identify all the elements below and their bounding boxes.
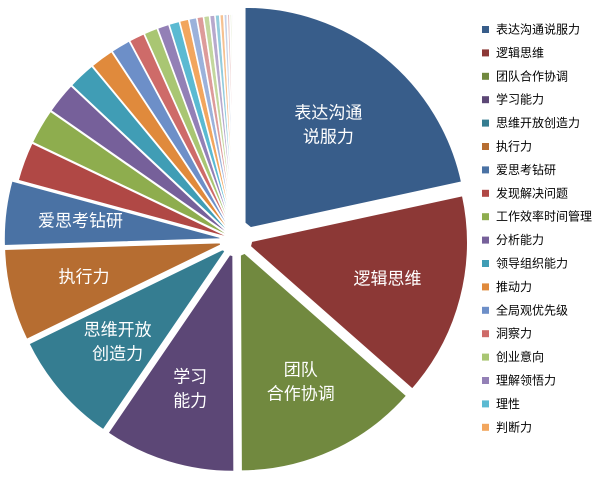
- legend-label: 思维开放创造力: [496, 115, 580, 130]
- pie-slice-group: [107, 253, 235, 473]
- legend-label: 判断力: [496, 419, 532, 434]
- legend-item: 工作效率时间管理: [482, 209, 592, 224]
- legend-label: 表达沟通说服力: [496, 22, 580, 37]
- legend-swatch: [482, 423, 489, 431]
- legend-item: 理解领悟力: [482, 373, 556, 388]
- legend-label: 理解领悟力: [496, 373, 556, 388]
- legend-swatch: [482, 72, 489, 80]
- pie-slice-label: 能力: [173, 392, 207, 412]
- pie-slice: [3, 180, 222, 247]
- legend-label: 推动力: [496, 280, 532, 294]
- legend-label: 分析能力: [496, 233, 544, 247]
- pie-slice-label: 思维开放: [84, 320, 152, 340]
- pie-slice-group: [234, 13, 237, 231]
- legend-item: 学习能力: [482, 92, 544, 107]
- legend-label: 领导组织能力: [496, 257, 568, 271]
- legend-swatch: [482, 119, 489, 127]
- legend-swatch: [482, 353, 489, 361]
- pie-slice-label: 说服力: [303, 127, 354, 147]
- pie-slice-label: 爱思考钻研: [38, 212, 123, 232]
- legend-item: 判断力: [482, 419, 532, 434]
- legend-swatch: [482, 143, 489, 150]
- legend-label: 学习能力: [496, 92, 544, 107]
- legend-item: 爱思考钻研: [482, 162, 556, 177]
- legend-item: 发现解决问题: [482, 185, 568, 200]
- legend-swatch: [482, 26, 489, 33]
- pie-slice: [3, 241, 222, 341]
- legend-swatch: [482, 49, 489, 57]
- legend-swatch: [482, 306, 489, 314]
- legend-swatch: [482, 283, 489, 291]
- legend-swatch: [482, 236, 489, 244]
- pie-slice-group: [3, 241, 222, 341]
- legend-swatch: [482, 377, 489, 384]
- pie-slice-group: [3, 180, 222, 247]
- legend-label: 创业意向: [496, 349, 544, 364]
- legend-item: 团队合作协调: [482, 68, 568, 83]
- legend-label: 全局观优先级: [496, 302, 568, 317]
- pie-slice: [107, 253, 235, 473]
- chart-legend: 表达沟通说服力逻辑思维团队合作协调学习能力思维开放创造力执行力爱思考钻研发现解决…: [482, 22, 592, 434]
- pie-slice-group: [239, 252, 408, 472]
- legend-swatch: [482, 189, 489, 197]
- pie-slice-group: [249, 194, 469, 390]
- legend-item: 思维开放创造力: [482, 115, 580, 130]
- legend-label: 爱思考钻研: [496, 162, 556, 177]
- legend-item: 领导组织能力: [482, 257, 568, 271]
- legend-swatch: [482, 400, 489, 408]
- pie-slice-label: 逻辑思维: [354, 269, 422, 289]
- legend-item: 创业意向: [482, 349, 544, 364]
- legend-item: 表达沟通说服力: [482, 22, 580, 37]
- legend-swatch: [482, 96, 489, 104]
- pie-slice: [239, 252, 408, 472]
- pie-slice: [244, 6, 463, 229]
- pie-slices: [3, 6, 469, 473]
- legend-item: 执行力: [482, 140, 532, 154]
- legend-label: 团队合作协调: [496, 68, 568, 83]
- pie-slice-label: 团队: [284, 361, 318, 381]
- pie-slice: [28, 248, 226, 431]
- legend-label: 逻辑思维: [496, 46, 544, 60]
- legend-item: 理性: [482, 397, 520, 411]
- legend-item: 推动力: [482, 280, 532, 294]
- pie-slice-group: [28, 248, 226, 431]
- legend-item: 洞察力: [482, 327, 532, 341]
- legend-label: 理性: [496, 397, 520, 411]
- legend-label: 工作效率时间管理: [496, 209, 592, 224]
- legend-swatch: [482, 166, 489, 174]
- pie-slice-label: 学习: [173, 368, 207, 388]
- legend-label: 执行力: [496, 140, 532, 154]
- pie-slice-label: 创造力: [92, 344, 143, 364]
- legend-item: 全局观优先级: [482, 302, 568, 317]
- pie-slice-label: 合作协调: [267, 385, 335, 405]
- legend-label: 发现解决问题: [496, 185, 568, 200]
- pie-slice: [234, 13, 237, 231]
- legend-swatch: [482, 330, 489, 338]
- legend-swatch: [482, 260, 489, 267]
- pie-slice-label: 表达沟通: [294, 103, 362, 123]
- pie-slice: [249, 194, 469, 390]
- legend-item: 分析能力: [482, 233, 544, 247]
- legend-swatch: [482, 213, 489, 221]
- pie-slice-label: 执行力: [59, 268, 110, 288]
- legend-item: 逻辑思维: [482, 46, 544, 60]
- legend-label: 洞察力: [496, 327, 532, 341]
- pie-slice-group: [244, 6, 463, 229]
